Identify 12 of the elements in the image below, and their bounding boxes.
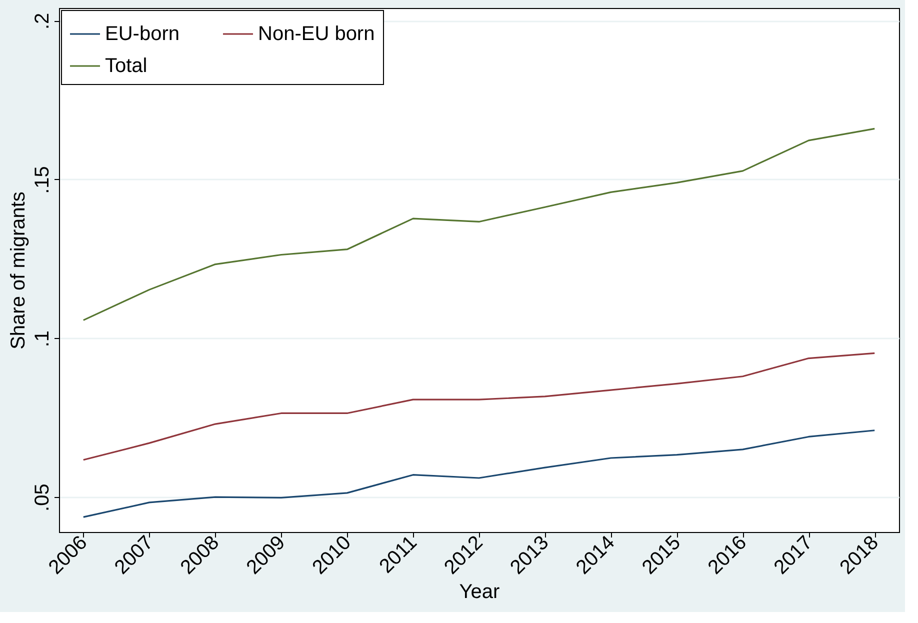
legend-label: Total: [105, 55, 148, 77]
y-tick-label: .2: [32, 12, 54, 30]
y-axis-title: Share of migrants: [8, 192, 30, 350]
legend-label: Non-EU born: [258, 23, 375, 45]
line-series: [82, 352, 876, 461]
y-tick-label: .1: [32, 330, 54, 348]
y-tick-label: .05: [32, 484, 54, 512]
y-tick-label: .15: [32, 166, 54, 194]
line-series: [82, 128, 876, 321]
x-axis-title: Year: [459, 581, 500, 604]
legend-label: EU-born: [105, 23, 180, 45]
line-series: [82, 430, 876, 518]
